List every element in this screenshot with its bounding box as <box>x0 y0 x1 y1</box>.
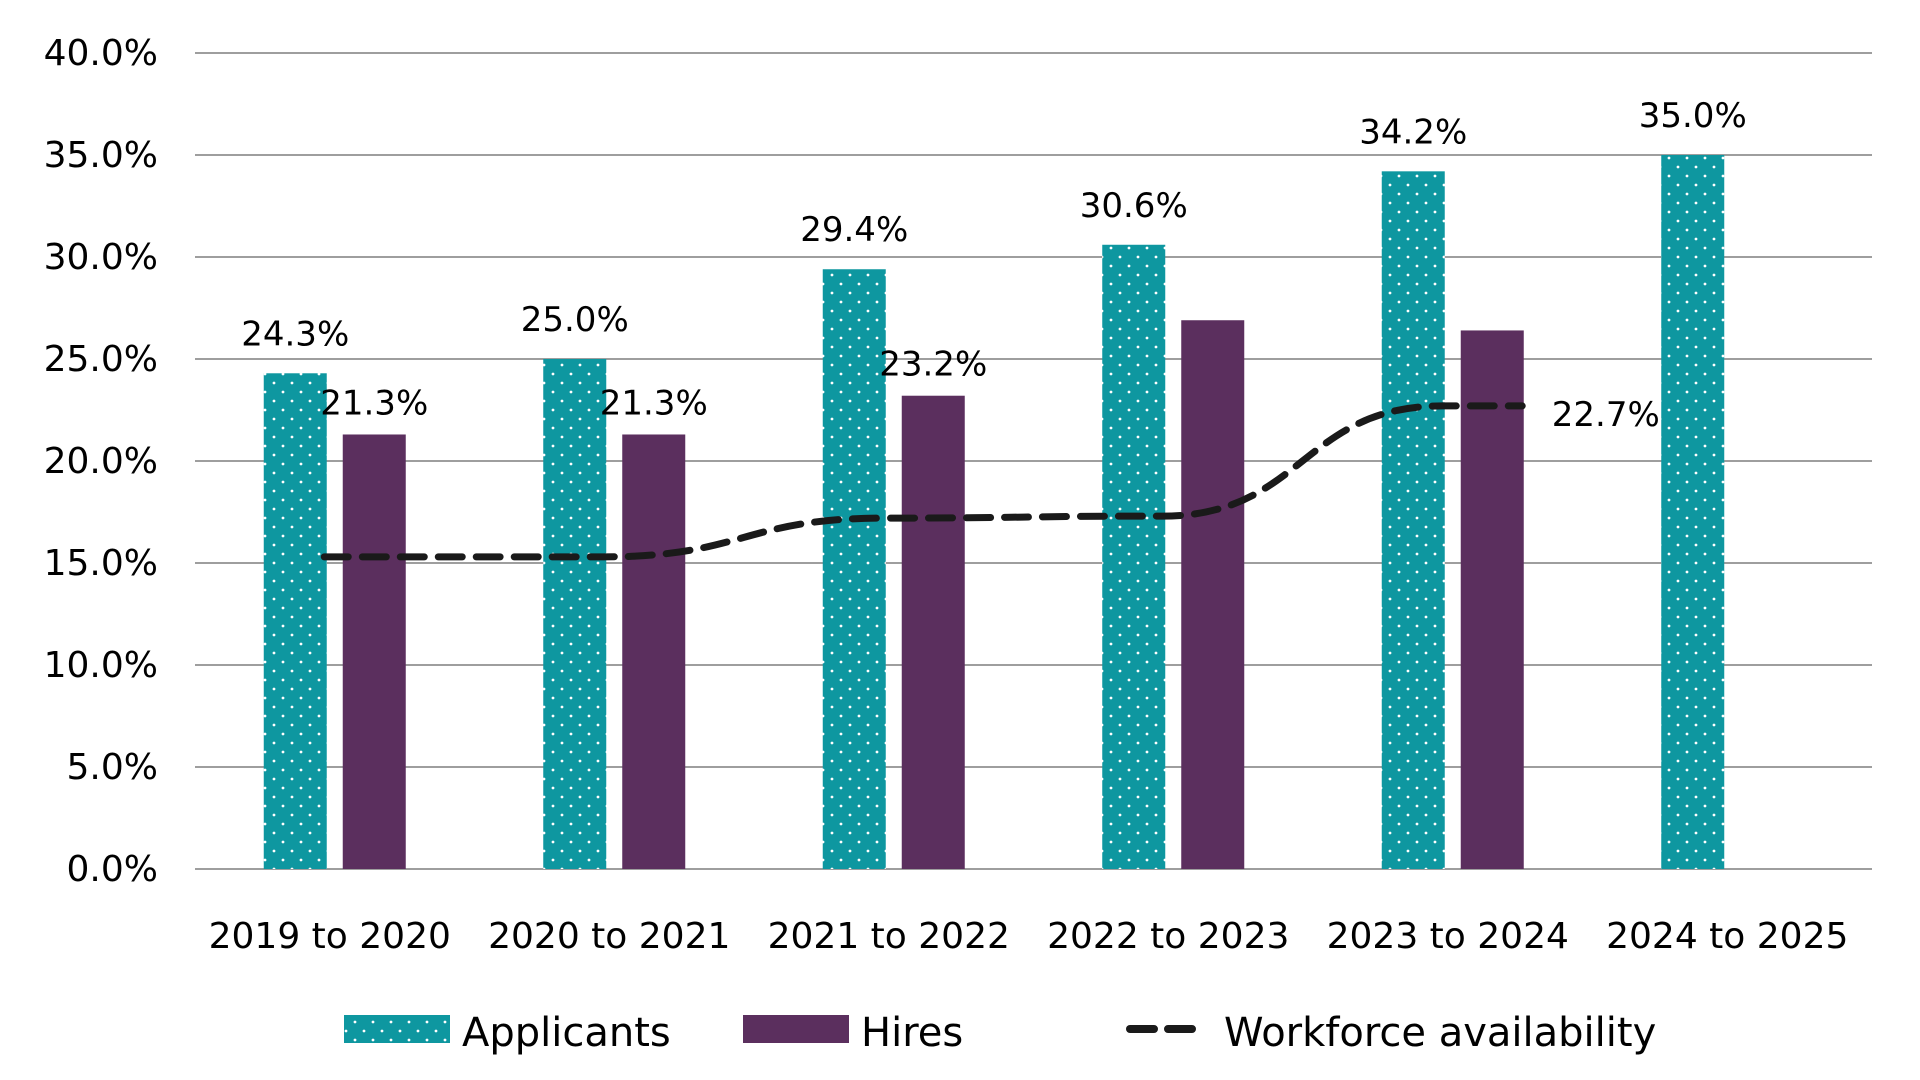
legend-label-hires: Hires <box>861 1010 963 1056</box>
y-tick-label: 15.0% <box>44 543 158 584</box>
data-label-workforce-availability: 22.7% <box>1552 395 1660 435</box>
x-axis-categories: 2019 to 2020 2020 to 2021 2021 to 2022 2022… <box>209 916 1849 957</box>
bar-hires <box>1181 320 1245 869</box>
y-tick-label: 25.0% <box>44 339 158 380</box>
y-tick-label: 10.0% <box>44 645 158 686</box>
data-label-applicants: 25.0% <box>521 300 629 340</box>
x-category-label: 2019 to 2020 <box>209 916 451 957</box>
bar-hires <box>901 395 965 869</box>
x-category-label: 2020 to 2021 <box>488 916 730 957</box>
bar-hires <box>622 434 686 869</box>
bar-hires <box>342 434 406 869</box>
data-label-applicants: 35.0% <box>1639 96 1747 136</box>
line-workforce-availability <box>320 402 1526 561</box>
legend-swatch-applicants <box>344 1015 450 1043</box>
legend-label-applicants: Applicants <box>462 1010 671 1056</box>
bar-applicants <box>1102 244 1166 869</box>
data-labels: 24.3% 21.3% 25.0% 21.3% 29.4% 23.2% 30.6% 34.2%… <box>241 96 1747 435</box>
bar-applicants <box>263 373 327 869</box>
data-label-hires: 23.2% <box>879 345 987 385</box>
gridlines <box>195 52 1872 870</box>
bar-applicants <box>1381 171 1445 869</box>
workforce-availability-line <box>320 402 1526 561</box>
data-label-applicants: 29.4% <box>800 210 908 250</box>
x-category-label: 2021 to 2022 <box>768 916 1010 957</box>
y-tick-label: 0.0% <box>67 849 158 890</box>
bar-applicants <box>1661 155 1725 869</box>
y-tick-label: 20.0% <box>44 441 158 482</box>
bar-applicants <box>543 359 607 869</box>
bars <box>263 155 1725 869</box>
bar-hires <box>1460 330 1524 869</box>
y-tick-label: 35.0% <box>44 135 158 176</box>
y-tick-label: 40.0% <box>44 33 158 74</box>
x-category-label: 2022 to 2023 <box>1047 916 1289 957</box>
legend-label-workforce-availability: Workforce availability <box>1224 1010 1656 1056</box>
data-label-applicants: 30.6% <box>1080 186 1188 226</box>
data-label-applicants: 24.3% <box>241 314 349 354</box>
data-label-applicants: 34.2% <box>1359 112 1467 152</box>
data-label-hires: 21.3% <box>600 383 708 423</box>
x-category-label: 2024 to 2025 <box>1606 916 1848 957</box>
legend-swatch-hires <box>743 1015 849 1043</box>
y-tick-label: 5.0% <box>67 747 158 788</box>
bar-applicants <box>822 269 886 869</box>
y-tick-label: 30.0% <box>44 237 158 278</box>
x-category-label: 2023 to 2024 <box>1327 916 1569 957</box>
data-label-hires: 21.3% <box>320 383 428 423</box>
y-axis-ticks: 0.0% 5.0% 10.0% 15.0% 20.0% 25.0% 30.0% 35.0% 40… <box>44 33 158 890</box>
legend: Applicants Hires Workforce availability <box>344 1010 1656 1056</box>
